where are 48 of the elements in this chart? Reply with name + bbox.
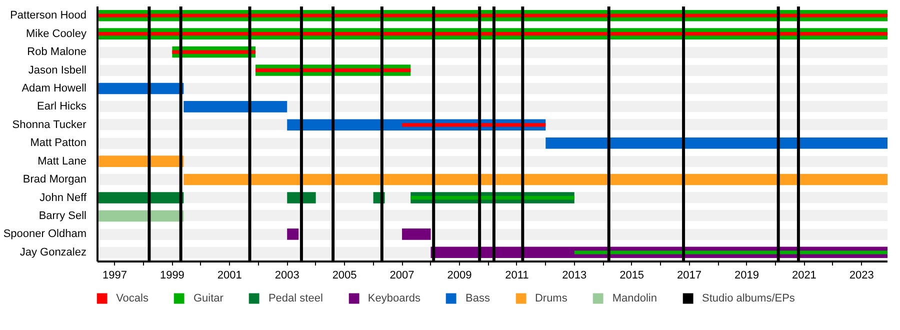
bar bbox=[256, 68, 411, 72]
legend-label: Bass bbox=[465, 292, 490, 304]
y-tick-label: John Neff bbox=[40, 192, 88, 204]
legend-label: Drums bbox=[534, 292, 568, 304]
legend-label: Pedal steel bbox=[268, 292, 323, 304]
x-tick-label: 2019 bbox=[734, 270, 759, 282]
x-tick-label: 1999 bbox=[160, 270, 184, 282]
bar bbox=[184, 174, 888, 186]
legend-label: Mandolin bbox=[612, 292, 657, 304]
x-tick-label: 1997 bbox=[102, 270, 127, 282]
y-tick-label: Rob Malone bbox=[27, 46, 87, 58]
bar bbox=[98, 192, 184, 204]
bar bbox=[98, 14, 888, 18]
y-tick-label: Jason Isbell bbox=[28, 64, 87, 76]
y-tick-label: Jay Gonzalez bbox=[20, 246, 87, 258]
y-tick-label: Spooner Oldham bbox=[3, 228, 87, 240]
bar bbox=[287, 228, 299, 240]
x-tick-label: 2017 bbox=[677, 270, 702, 282]
legend-label: Guitar bbox=[193, 292, 224, 304]
bar bbox=[287, 192, 316, 204]
y-tick-label: Matt Patton bbox=[30, 137, 87, 150]
y-tick-label: Brad Morgan bbox=[22, 174, 87, 186]
bar bbox=[98, 32, 888, 36]
legend-label: Vocals bbox=[116, 292, 148, 304]
x-tick-label: 2021 bbox=[792, 270, 816, 282]
bar bbox=[546, 137, 888, 149]
bar bbox=[184, 101, 288, 112]
x-tick-label: 2001 bbox=[217, 270, 242, 282]
bar bbox=[98, 156, 184, 167]
x-tick-label: 2009 bbox=[447, 270, 472, 282]
bar bbox=[402, 228, 431, 240]
y-tick-label: Shonna Tucker bbox=[12, 118, 87, 131]
x-tick-label: 2003 bbox=[274, 270, 300, 282]
x-tick-label: 2007 bbox=[390, 270, 414, 282]
y-tick-label: Barry Sell bbox=[38, 210, 87, 222]
bar bbox=[172, 50, 256, 54]
x-tick-label: 2023 bbox=[849, 270, 874, 282]
x-tick-label: 2011 bbox=[505, 270, 529, 282]
x-tick-label: 2005 bbox=[332, 270, 357, 282]
x-tick-label: 2015 bbox=[620, 270, 644, 282]
y-tick-label: Earl Hicks bbox=[36, 100, 87, 113]
y-tick-label: Adam Howell bbox=[22, 82, 87, 94]
legend-label: Studio albums/EPs bbox=[702, 292, 795, 304]
y-tick-label: Mike Cooley bbox=[26, 28, 87, 40]
y-tick-label: Matt Lane bbox=[38, 155, 86, 168]
x-tick-label: 2013 bbox=[562, 270, 587, 282]
y-tick-label: Patterson Hood bbox=[10, 10, 86, 22]
legend-label: Keyboards bbox=[368, 292, 420, 304]
